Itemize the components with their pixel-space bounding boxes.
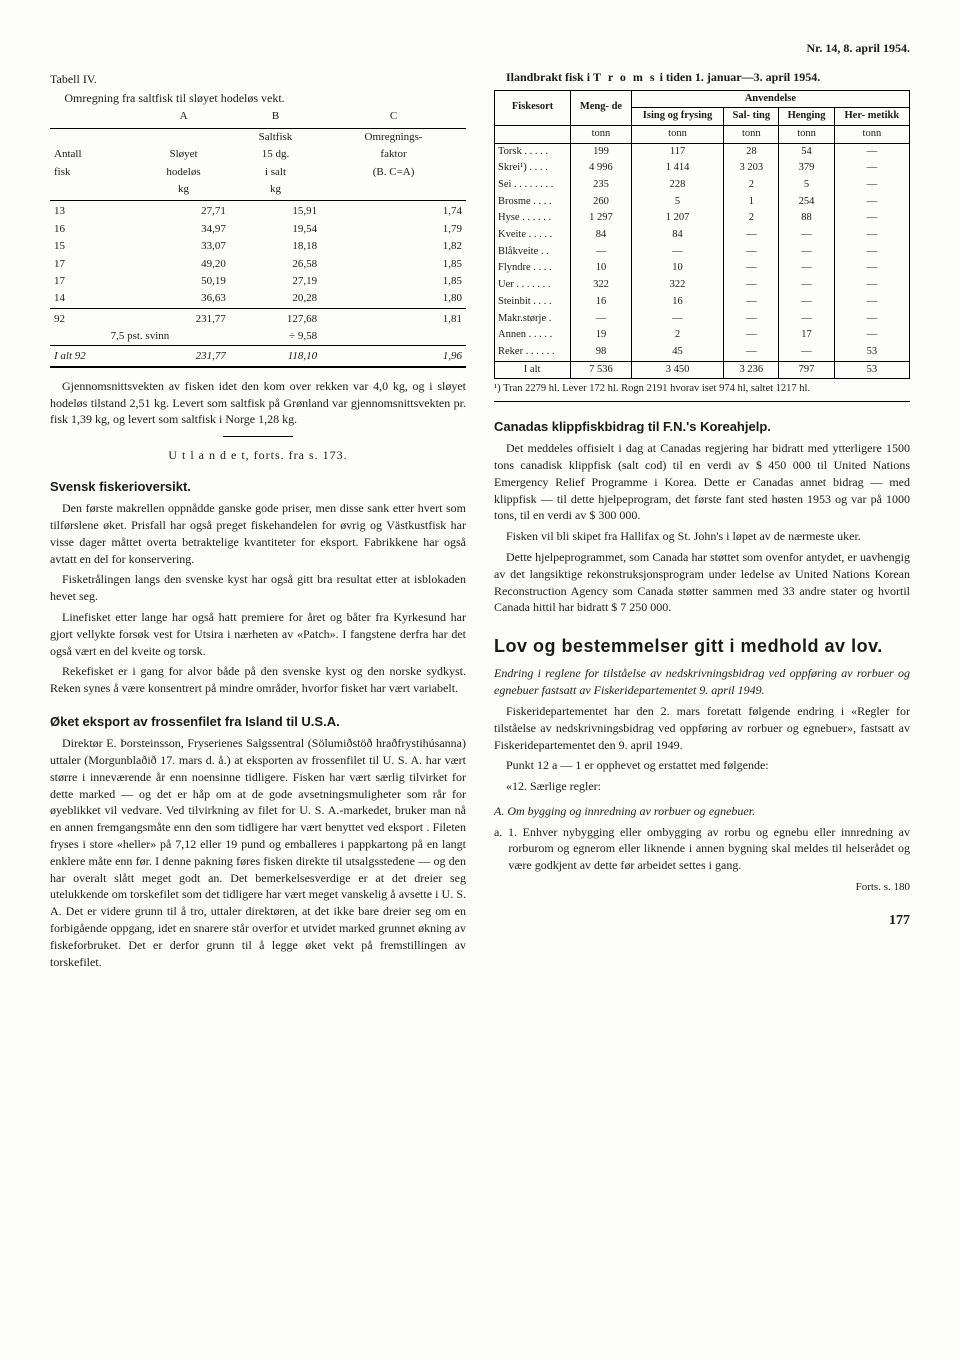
can-p2: Fisken vil bli skipet fra Hallifax og St… bbox=[494, 528, 910, 545]
island-p: Direktør E. Þorsteinsson, Fryserienes Sa… bbox=[50, 735, 466, 970]
t4-h-fisk: fisk bbox=[50, 164, 137, 181]
t4-col-a: A bbox=[137, 108, 230, 128]
t4-col-c: C bbox=[321, 108, 466, 128]
troms-row: Sei . . . . . . . .23522825— bbox=[495, 177, 910, 194]
lov-sub: Endring i reglene for tilståelse av neds… bbox=[494, 665, 910, 699]
t4-svinn: 7,5 pst. svinn÷ 9,58 bbox=[50, 328, 466, 346]
issue-header: Nr. 14, 8. april 1954. bbox=[50, 40, 910, 57]
troms-footnote: ¹) Tran 2279 hl. Lever 172 hl. Rogn 2191… bbox=[494, 382, 910, 402]
troms-row: Steinbit . . . .1616——— bbox=[495, 294, 910, 311]
troms-body: Torsk . . . . .1991172854—Skrei¹) . . . … bbox=[495, 143, 910, 361]
svensk-title: Svensk fiskerioversikt. bbox=[50, 478, 466, 496]
sv-p4: Rekefisket er i gang for alvor både på d… bbox=[50, 663, 466, 697]
can-p3: Dette hjelpeprogrammet, som Canada har s… bbox=[494, 549, 910, 616]
divider bbox=[223, 436, 293, 437]
table4-title: Tabell IV. bbox=[50, 71, 466, 88]
lov-p2b: «12. Særlige regler: bbox=[494, 778, 910, 795]
troms-table: Fiskesort Meng- de Anvendelse Ising og f… bbox=[494, 90, 910, 380]
troms-row: Blåkveite . .————— bbox=[495, 244, 910, 261]
t4-h-isalt: i salt bbox=[230, 164, 321, 181]
th-salting: Sal- ting bbox=[724, 108, 779, 126]
troms-row: Reker . . . . . .9845——53 bbox=[495, 344, 910, 361]
t4-subtotal: 92231,77127,681,81 bbox=[50, 308, 466, 328]
forts-link: Forts. s. 180 bbox=[494, 880, 910, 895]
troms-row: Hyse . . . . . .1 2971 207288— bbox=[495, 210, 910, 227]
sv-p1: Den første makrellen oppnådde ganske god… bbox=[50, 500, 466, 567]
t4-h-kg1: kg bbox=[137, 181, 230, 201]
sv-p2: Fisketrålingen langs den svenske kyst ha… bbox=[50, 571, 466, 605]
can-p1: Det meddeles offisielt i dag at Canadas … bbox=[494, 440, 910, 524]
t4-row: 1750,1927,191,85 bbox=[50, 273, 466, 290]
table4: A B C Saltfisk Omregnings- Antall Sløyet… bbox=[50, 108, 466, 367]
left-column: Tabell IV. Omregning fra saltfisk til sl… bbox=[50, 69, 466, 975]
troms-row: Brosme . . . .26051254— bbox=[495, 194, 910, 211]
t4-row: 1436,6320,281,80 bbox=[50, 290, 466, 308]
troms-row: Flyndre . . . .1010——— bbox=[495, 260, 910, 277]
troms-row: Uer . . . . . . .322322——— bbox=[495, 277, 910, 294]
th-fiskesort: Fiskesort bbox=[495, 90, 571, 125]
table4-subtitle: Omregning fra saltfisk til sløyet hodelø… bbox=[50, 90, 466, 107]
t4-h-bca: (B. C=A) bbox=[321, 164, 466, 181]
th-anvendelse: Anvendelse bbox=[631, 90, 909, 108]
t4-row: 1634,9719,541,79 bbox=[50, 221, 466, 238]
lov-A: A. Om bygging og innredning av rorbuer o… bbox=[494, 803, 910, 820]
two-column-layout: Tabell IV. Omregning fra saltfisk til sl… bbox=[50, 69, 910, 975]
th-herm: Her- metikk bbox=[834, 108, 909, 126]
troms-row: Kveite . . . . .8484——— bbox=[495, 227, 910, 244]
utlandet-cont: U t l a n d e t, forts. fra s. 173. bbox=[50, 447, 466, 464]
troms-title: Ilandbrakt fisk i T r o m s i tiden 1. j… bbox=[494, 69, 910, 86]
troms-row: Skrei¹) . . . .4 9961 4143 203379— bbox=[495, 160, 910, 177]
t4-h-salt: Saltfisk bbox=[230, 128, 321, 146]
canada-title: Canadas klippfiskbidrag til F.N.'s Korea… bbox=[494, 418, 910, 436]
u-tonn: tonn bbox=[571, 125, 632, 143]
right-column: Ilandbrakt fisk i T r o m s i tiden 1. j… bbox=[494, 69, 910, 975]
lov-a1: a. 1. Enhver nybygging eller ombygging a… bbox=[494, 824, 910, 874]
troms-sum: I alt 7 536 3 450 3 236 797 53 bbox=[495, 361, 910, 379]
t4-total: I alt 92231,77118,101,96 bbox=[50, 346, 466, 367]
th-henging: Henging bbox=[779, 108, 834, 126]
t4-h-kg2: kg bbox=[230, 181, 321, 201]
t4-col-b: B bbox=[230, 108, 321, 128]
t4-h-omr: Omregnings- bbox=[321, 128, 466, 146]
t4-h-sloyet: Sløyet bbox=[137, 146, 230, 163]
lov-p2: Punkt 12 a — 1 er opphevet og erstattet … bbox=[494, 757, 910, 774]
t4-h-15dg: 15 dg. bbox=[230, 146, 321, 163]
troms-row: Makr.størje .————— bbox=[495, 311, 910, 328]
t4-note: Gjennomsnittsvekten av fisken idet den k… bbox=[50, 378, 466, 428]
t4-h-hodelos: hodeløs bbox=[137, 164, 230, 181]
th-ising: Ising og frysing bbox=[631, 108, 724, 126]
troms-row: Annen . . . . .192—17— bbox=[495, 327, 910, 344]
sv-p3: Linefisket etter lange har også hatt pre… bbox=[50, 609, 466, 659]
t4-row: 1749,2026,581,85 bbox=[50, 256, 466, 273]
lov-list: a. 1. Enhver nybygging eller ombygging a… bbox=[494, 824, 910, 874]
t4-row: 1533,0718,181,82 bbox=[50, 238, 466, 255]
t4-h-faktor: faktor bbox=[321, 146, 466, 163]
th-mengde: Meng- de bbox=[571, 90, 632, 125]
troms-row: Torsk . . . . .1991172854— bbox=[495, 143, 910, 160]
t4-h-antall: Antall bbox=[50, 146, 137, 163]
lov-p1: Fiskeridepartementet har den 2. mars for… bbox=[494, 703, 910, 753]
page-number: 177 bbox=[494, 911, 910, 931]
island-title: Øket eksport av frossenfilet fra Island … bbox=[50, 713, 466, 731]
lov-title: Lov og bestemmelser gitt i medhold av lo… bbox=[494, 634, 910, 659]
t4-row: 1327,7115,911,74 bbox=[50, 201, 466, 221]
